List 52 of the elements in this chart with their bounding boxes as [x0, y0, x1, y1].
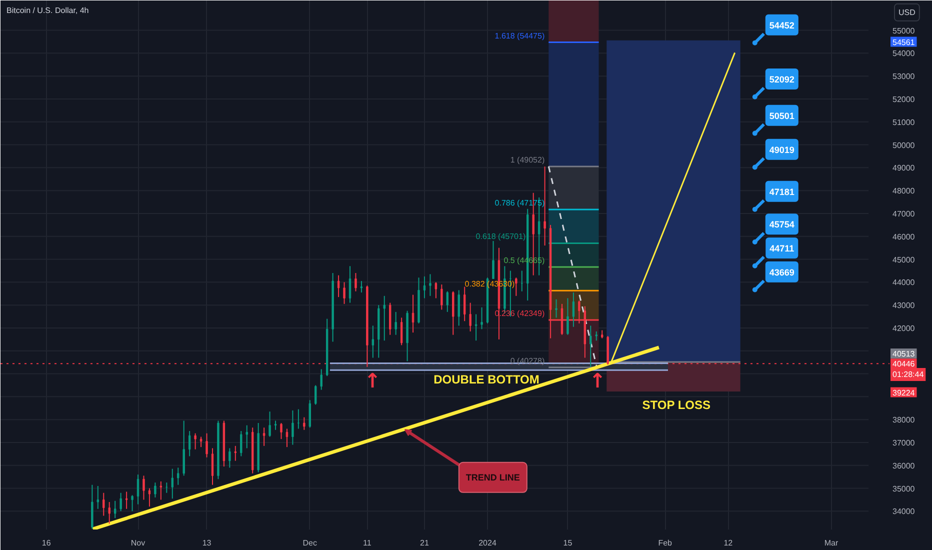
annotation: TREND LINE — [466, 472, 520, 482]
y-tick-label: 34000 — [892, 507, 916, 516]
annotation: ↑ — [364, 368, 381, 392]
data-label: 54452 — [769, 20, 794, 30]
annotation: STOP LOSS — [642, 398, 711, 412]
data-label: 47181 — [769, 186, 794, 197]
ref-line-label: 40446 01:28:44 — [892, 360, 924, 379]
y-tick-label: 37000 — [892, 438, 916, 448]
x-tick-label: Dec — [302, 538, 318, 548]
y-tick-label: 48000 — [892, 186, 916, 196]
x-tick-label: Feb — [658, 538, 673, 548]
x-tick-label: 12 — [724, 538, 734, 548]
data-label: 44711 — [770, 243, 794, 254]
x-tick-label: 11 — [363, 538, 372, 548]
data-label: 49019 — [769, 144, 794, 155]
x-tick-label: 16 — [42, 538, 52, 548]
x-tick-label: 21 — [420, 538, 430, 548]
x-tick-label: 2024 — [478, 538, 497, 548]
y-tick-label: 51000 — [892, 118, 916, 127]
y-tick-label: 54000 — [892, 49, 916, 58]
data-label: 52092 — [769, 74, 794, 84]
y-tick-label: 43000 — [892, 301, 916, 310]
annotation: DOUBLE BOTTOM — [434, 372, 540, 386]
data-label: 50501 — [769, 110, 794, 121]
annotation: ↑ — [589, 368, 606, 392]
y-tick-label: 49000 — [892, 164, 916, 173]
y-tick-label: 55000 — [892, 26, 916, 36]
y-tick-label: 50000 — [892, 140, 916, 150]
y-tick-label: 47000 — [892, 209, 916, 218]
y-tick-label: 38000 — [892, 416, 916, 425]
annotation: 54561 — [892, 38, 916, 47]
y-tick-label: 36000 — [892, 461, 916, 470]
y-tick-label: 53000 — [892, 72, 916, 82]
y-tick-label: 46000 — [892, 232, 916, 242]
x-tick-label: Nov — [130, 538, 146, 548]
y-tick-label: 35000 — [892, 484, 916, 494]
text: Bitcoin / U.S. Dollar, 4h — [6, 6, 89, 15]
y-tick-label: 52000 — [892, 94, 916, 104]
x-tick-label: 15 — [563, 538, 573, 548]
y-tick-label: 42000 — [892, 324, 916, 333]
y-tick-label: 44000 — [892, 278, 916, 288]
series-label: 1.618 (54475) — [494, 31, 545, 40]
annotation: 40513 — [892, 350, 916, 358]
series-label: 1 (49052) — [510, 155, 545, 164]
y-axis-title: USD — [898, 8, 916, 17]
annotation: 39224 — [892, 388, 916, 398]
data-label: 43669 — [769, 267, 794, 278]
data-label: 45754 — [769, 220, 794, 230]
y-tick-label: 45000 — [892, 255, 916, 264]
x-tick-label: 13 — [202, 538, 212, 548]
x-tick-label: Mar — [824, 538, 839, 548]
text: 0.618 (45701) — [476, 232, 526, 242]
